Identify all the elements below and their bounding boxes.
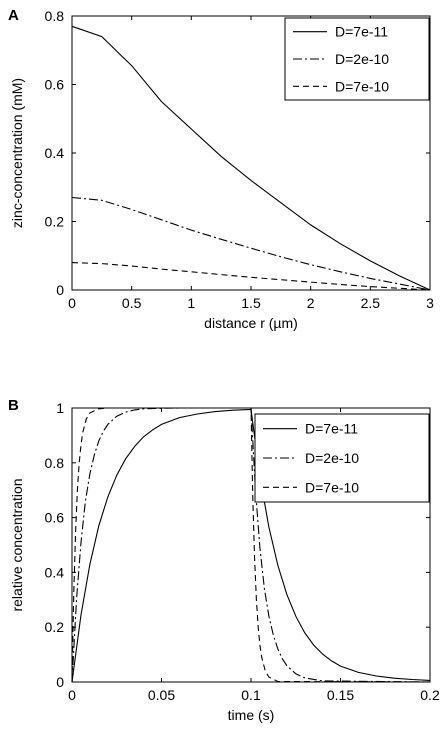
series-line-a-2: [71, 196, 431, 291]
y-tick-label-a: 0.4: [45, 145, 65, 161]
x-tick-label-a: 0: [68, 295, 76, 311]
series-line-a-1: [71, 25, 431, 291]
x-tick-label-b: 0.1: [241, 687, 261, 703]
legend-label-b-2: D=2e-10: [305, 450, 359, 466]
legend-label-a-2: D=2e-10: [335, 51, 389, 67]
y-tick-label-b: 1: [56, 400, 64, 416]
x-tick-label-a: 1.5: [241, 295, 261, 311]
x-tick-label-b: 0.05: [148, 687, 175, 703]
y-tick-label-b: 0.6: [45, 510, 65, 526]
legend-label-b-1: D=7e-11: [305, 421, 358, 437]
y-tick-label-a: 0.2: [45, 214, 65, 230]
y-tick-label-a: 0: [56, 282, 64, 298]
y-tick-label-b: 0.8: [45, 455, 65, 471]
x-tick-label-a: 1: [187, 295, 195, 311]
legend-label-a-3: D=7e-10: [335, 78, 389, 94]
x-axis-label-b: time (s): [228, 707, 275, 723]
legend-label-b-3: D=7e-10: [305, 479, 359, 495]
series-line-b-3: [71, 407, 431, 683]
panel-label-a: A: [8, 7, 19, 24]
x-axis-label-a: distance r (µm): [204, 315, 298, 331]
chart-panel-b: B 0 0.05 0.1 0.15 0.2 0 0.2 0.4 0.6 0.8 1 time (s) re…: [8, 397, 440, 723]
y-axis-label-b: relative concentration: [9, 478, 25, 611]
y-tick-label-a: 0.8: [45, 8, 65, 24]
y-tick-label-b: 0: [56, 674, 64, 690]
panel-label-b: B: [8, 397, 19, 414]
chart-panel-a: A 0 0.5 1 1.5 2 2.5 3 0 0.2 0.4 0.6 0.8 distance r (µ…: [8, 7, 434, 331]
x-tick-label-a: 0.5: [122, 295, 142, 311]
x-tick-label-b: 0.15: [327, 687, 354, 703]
x-tick-label-b: 0.2: [420, 687, 440, 703]
y-tick-label-a: 0.6: [45, 77, 65, 93]
x-tick-label-b: 0: [68, 687, 76, 703]
y-tick-label-b: 0.2: [45, 619, 65, 635]
y-tick-label-b: 0.4: [45, 564, 65, 580]
y-axis-label-a: zinc-concentration (mM): [9, 78, 25, 228]
x-tick-label-a: 3: [426, 295, 434, 311]
x-tick-label-a: 2.5: [361, 295, 381, 311]
x-tick-label-a: 2: [307, 295, 315, 311]
legend-label-a-1: D=7e-11: [335, 24, 388, 40]
series-line-b-2: [71, 407, 431, 683]
